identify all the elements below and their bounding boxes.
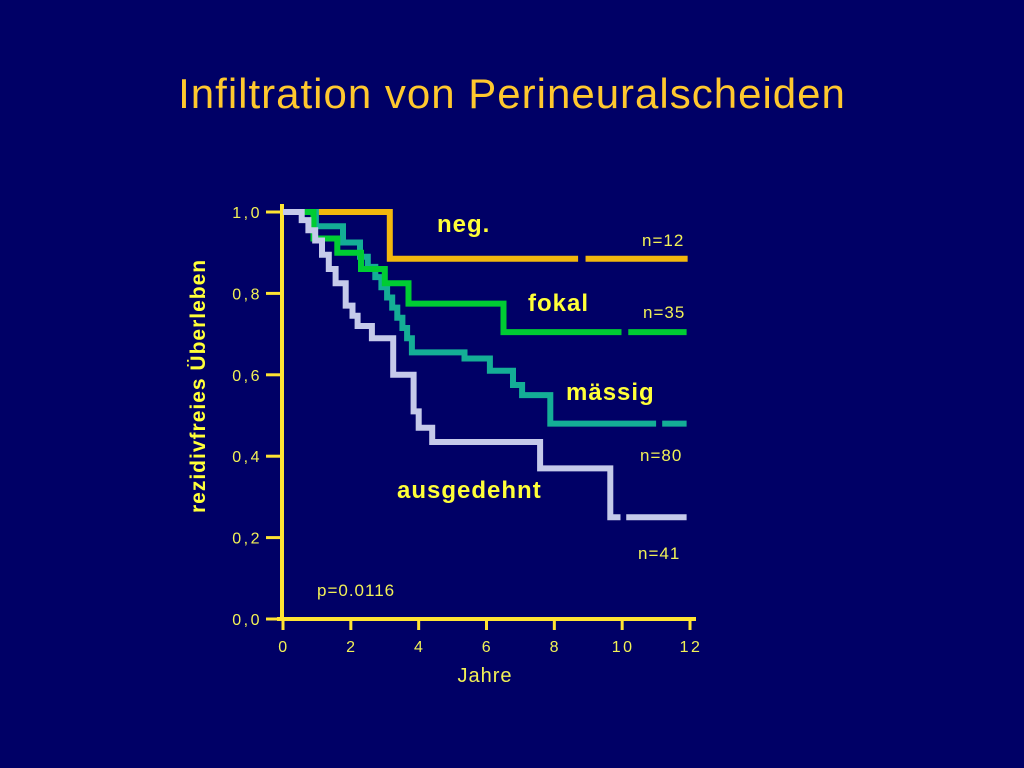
x-tick-label: 2 <box>346 639 357 656</box>
series-curve-0 <box>283 209 579 262</box>
p-value-label: p=0.0116 <box>317 581 396 600</box>
series-curve-3 <box>283 209 621 521</box>
x-axis-title: Jahre <box>457 665 513 687</box>
x-tick-label: 10 <box>612 639 635 656</box>
y-tick-label: 0,0 <box>232 612 262 629</box>
x-tick-label: 4 <box>414 639 425 656</box>
series-label-neg: neg. <box>437 211 491 238</box>
y-tick-label: 0,2 <box>232 531 262 548</box>
series-label-maessig: mässig <box>566 379 655 406</box>
y-tick-label: 1,0 <box>232 205 262 222</box>
series-label-ausgedehnt: ausgedehnt <box>397 477 542 504</box>
x-tick-label: 0 <box>278 639 289 656</box>
y-tick-label: 0,8 <box>232 286 262 303</box>
y-tick-label: 0,6 <box>232 368 262 385</box>
y-tick-label: 0,4 <box>232 449 262 466</box>
n-count-maessig: n=80 <box>640 446 683 465</box>
x-tick-label: 12 <box>680 639 703 656</box>
y-axis-title: rezidivfreies Überleben <box>187 258 210 514</box>
n-count-ausgedehnt: n=41 <box>638 544 681 563</box>
n-count-neg: n=12 <box>642 231 685 250</box>
n-count-fokal: n=35 <box>643 303 686 322</box>
series-label-fokal: fokal <box>528 290 590 317</box>
slide-title: Infiltration von Perineuralscheiden <box>178 70 846 117</box>
x-tick-label: 8 <box>550 639 561 656</box>
x-tick-label: 6 <box>482 639 493 656</box>
